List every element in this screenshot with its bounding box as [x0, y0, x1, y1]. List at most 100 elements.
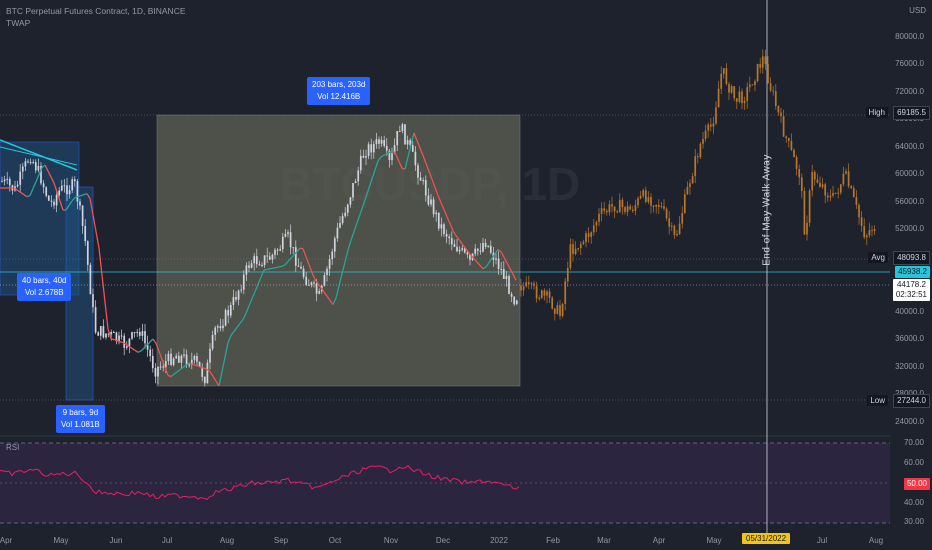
projection-candle — [631, 209, 634, 211]
low-label: Low — [867, 395, 888, 406]
low-price-tag: 27244.0 — [893, 394, 930, 408]
candle — [42, 183, 45, 188]
twap-line — [257, 276, 262, 285]
twap-line — [224, 342, 229, 358]
projection-candle — [561, 303, 564, 317]
candle — [437, 212, 440, 229]
twap-line — [338, 273, 343, 287]
high-price-tag: 69185.5 — [893, 106, 930, 120]
projection-candle — [837, 192, 840, 194]
projection-candle — [621, 199, 624, 208]
candle — [159, 366, 162, 368]
twap-line — [500, 251, 505, 258]
twap-line — [353, 222, 358, 232]
candle — [469, 254, 471, 260]
candle — [214, 327, 217, 335]
annotation-text: End of May Walk Away — [761, 154, 773, 266]
candle — [396, 131, 399, 146]
candle — [450, 238, 453, 245]
candle — [206, 362, 209, 384]
candle — [432, 199, 435, 215]
twap-line — [308, 264, 313, 273]
projection-candle — [668, 218, 671, 227]
candle — [19, 171, 22, 185]
twap-line — [335, 285, 340, 299]
price-tick-label: 76000.0 — [895, 59, 924, 68]
time-tick-label: Aug — [219, 536, 235, 545]
projection-candle — [559, 305, 561, 317]
candle — [144, 331, 146, 344]
candle — [513, 296, 516, 305]
projection-candle — [613, 206, 616, 212]
projection-candle — [774, 91, 777, 106]
twap-line — [392, 150, 397, 155]
projection-candle — [860, 217, 863, 227]
projection-candle — [717, 88, 720, 108]
price-tick-label: 80000.0 — [895, 32, 924, 41]
projection-candle — [663, 206, 665, 209]
twap-line — [455, 235, 460, 241]
projection-candle — [660, 206, 663, 208]
projection-candle — [548, 291, 551, 298]
projection-candle — [553, 308, 556, 314]
projection-candle — [769, 83, 772, 91]
twap-line — [473, 258, 478, 263]
twap-line — [461, 243, 466, 249]
twap-line — [503, 257, 508, 264]
candle — [307, 284, 310, 286]
twap-line — [374, 160, 379, 171]
twap-line — [419, 147, 424, 156]
twap-line — [263, 268, 268, 271]
candle — [115, 332, 118, 342]
candle — [331, 251, 334, 260]
time-tick-label: Nov — [383, 536, 399, 545]
candle — [515, 300, 518, 305]
candle — [196, 355, 198, 362]
twap-line — [359, 205, 364, 215]
time-tick-label: Oct — [328, 536, 342, 545]
twap-line — [383, 153, 388, 156]
candle — [310, 282, 313, 285]
twap-line — [179, 366, 184, 371]
projection-candle — [850, 186, 853, 189]
twap-line — [236, 322, 241, 328]
candle — [380, 139, 383, 144]
twap-line — [149, 338, 154, 343]
candle — [411, 145, 414, 152]
candle — [253, 256, 256, 264]
candle — [216, 326, 219, 328]
candle — [318, 291, 321, 294]
projection-candle — [683, 194, 686, 213]
twap-line — [344, 249, 349, 263]
twap-line — [215, 380, 220, 387]
projection-candle — [793, 149, 795, 158]
projection-candle — [642, 190, 645, 196]
price-tick-label: 56000.0 — [895, 197, 924, 206]
twap-line — [446, 216, 451, 224]
candle — [211, 334, 214, 349]
projection-candle — [657, 204, 660, 207]
candle — [68, 190, 71, 195]
candle — [120, 335, 123, 337]
candle — [188, 364, 191, 366]
twap-line — [152, 338, 157, 344]
candle — [16, 184, 19, 187]
projection-candle — [852, 188, 855, 198]
candle — [461, 248, 464, 250]
projection-candle — [652, 205, 655, 207]
candle — [476, 248, 479, 251]
projection-candle — [826, 195, 829, 198]
candle — [341, 216, 344, 224]
candle — [261, 265, 263, 267]
time-tick-label: Jul — [816, 536, 828, 545]
twap-line — [35, 174, 40, 182]
candle — [29, 162, 32, 164]
projection-candle — [738, 91, 741, 102]
twap-line — [509, 268, 514, 275]
candle — [24, 161, 27, 167]
twap-line — [89, 198, 94, 216]
projection-candle — [605, 210, 608, 213]
twap-line — [269, 267, 274, 270]
time-tick-label: Jun — [109, 536, 123, 545]
